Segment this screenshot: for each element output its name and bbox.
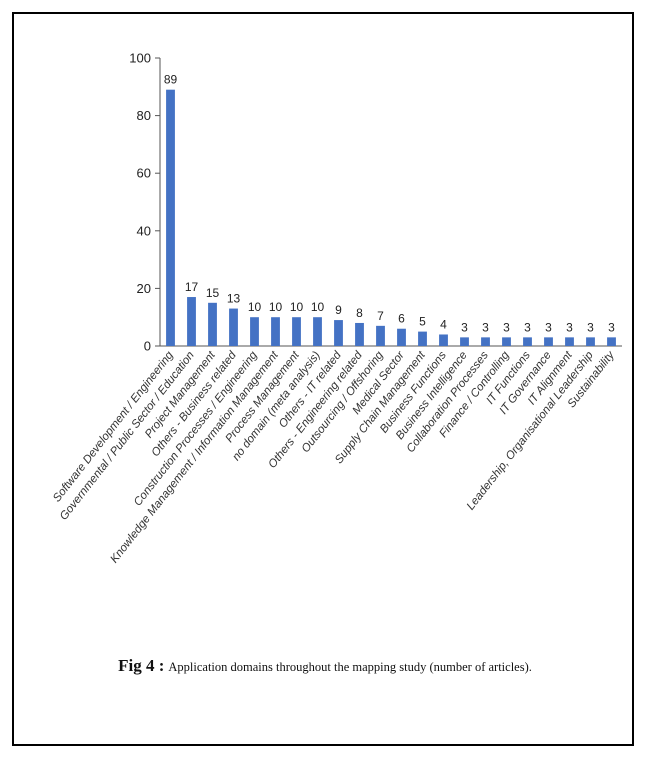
data-label: 3 <box>461 320 468 334</box>
data-label: 3 <box>482 320 489 334</box>
y-tick-label: 100 <box>129 51 151 66</box>
y-tick-label: 80 <box>137 108 151 123</box>
data-label: 8 <box>356 306 363 320</box>
data-label: 3 <box>545 320 552 334</box>
data-label: 10 <box>269 300 283 314</box>
bar <box>397 328 406 346</box>
category-labels: Software Development / EngineeringGovern… <box>51 348 618 565</box>
caption-figure-number: Fig 4 : <box>118 656 165 675</box>
bar <box>208 302 217 346</box>
bar <box>523 337 532 346</box>
data-label: 10 <box>290 300 304 314</box>
y-axis: 0 20 40 60 80 100 <box>129 51 622 354</box>
bar <box>439 334 448 346</box>
bar <box>565 337 574 346</box>
y-tick-label: 0 <box>144 339 151 354</box>
bar <box>502 337 511 346</box>
data-label: 13 <box>227 292 241 306</box>
bar <box>544 337 553 346</box>
data-label: 3 <box>608 320 615 334</box>
data-label: 89 <box>164 73 178 87</box>
figure-frame <box>12 12 634 746</box>
y-tick-label: 40 <box>137 223 151 238</box>
data-label: 5 <box>419 315 426 329</box>
data-label: 10 <box>311 300 325 314</box>
bars <box>166 89 616 347</box>
data-label: 3 <box>587 320 594 334</box>
bar <box>250 317 259 346</box>
caption-text: Application domains throughout the mappi… <box>168 660 532 674</box>
bar <box>166 89 175 347</box>
data-label: 15 <box>206 286 220 300</box>
data-label: 7 <box>377 309 384 323</box>
data-label: 9 <box>335 303 342 317</box>
bar <box>481 337 490 346</box>
data-label: 17 <box>185 280 199 294</box>
bar <box>460 337 469 346</box>
data-label: 3 <box>566 320 573 334</box>
bar <box>271 317 280 346</box>
y-tick-label: 60 <box>137 166 151 181</box>
data-label: 6 <box>398 312 405 326</box>
bar <box>418 331 427 346</box>
bar <box>187 297 196 346</box>
data-label: 10 <box>248 300 262 314</box>
bar <box>355 322 364 346</box>
bar <box>334 320 343 346</box>
bar <box>586 337 595 346</box>
bar <box>376 325 385 346</box>
bar <box>313 317 322 346</box>
data-label: 4 <box>440 317 447 331</box>
y-tick-label: 20 <box>137 281 151 296</box>
bar <box>292 317 301 346</box>
data-label: 3 <box>524 320 531 334</box>
bar <box>229 308 238 346</box>
bar <box>607 337 616 346</box>
data-label: 3 <box>503 320 510 334</box>
figure-caption: Fig 4 : Application domains throughout t… <box>0 656 650 676</box>
